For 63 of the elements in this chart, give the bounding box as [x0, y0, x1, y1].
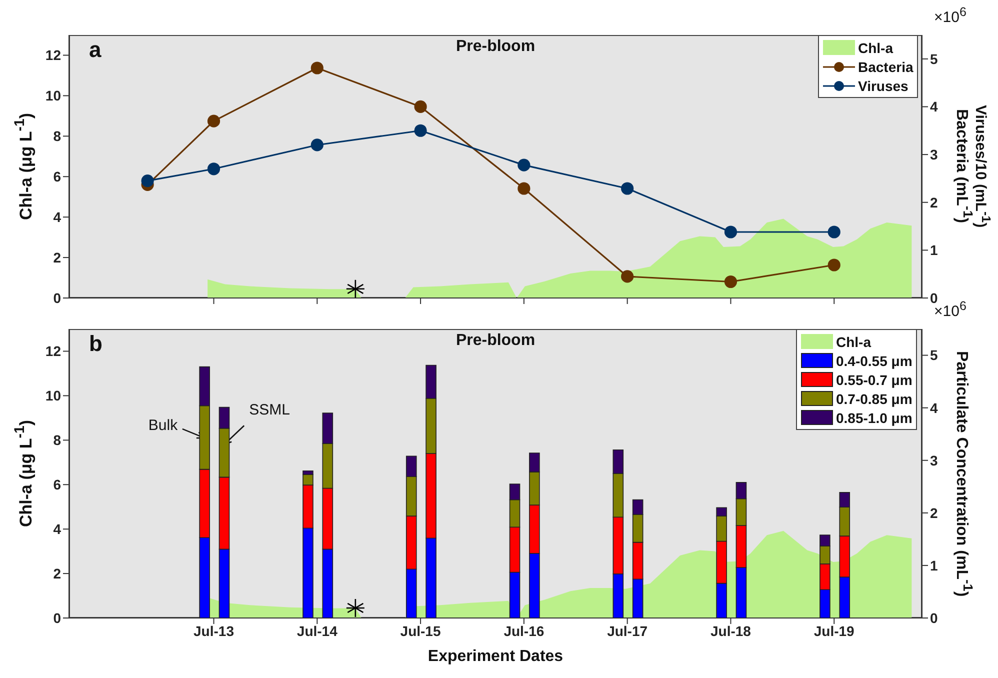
annotation: SSML: [249, 402, 290, 419]
text: ×10$^{6}$: [934, 5, 966, 26]
y2-tick-label: 1: [930, 242, 938, 258]
legend-label: Chl-a: [858, 40, 893, 56]
y-tick-label: 4: [53, 521, 62, 538]
annotation: b: [89, 331, 102, 357]
x-tick-label: Jul-18: [710, 622, 752, 639]
y-tick-label: 2: [53, 250, 62, 266]
x-tick-label: Jul-13: [194, 622, 234, 639]
y2-tick-label: 0: [930, 610, 938, 626]
y2-tick-label: 2: [930, 504, 938, 521]
legend-label: Viruses: [858, 78, 908, 94]
y-tick-label: 0: [53, 610, 62, 626]
y2-tick-label: 0: [930, 290, 938, 306]
y-tick-label: 6: [53, 476, 62, 493]
point: [310, 62, 324, 74]
point: [724, 275, 738, 288]
point: [414, 100, 427, 114]
point: [207, 114, 220, 128]
point: [310, 138, 324, 152]
y2-tick-label: 3: [930, 452, 938, 468]
point: [518, 158, 530, 172]
chart-title: Pre-bloom: [456, 38, 536, 55]
y-tick-label: 4: [53, 209, 62, 226]
y2-tick-label: 5: [930, 347, 938, 364]
annotation: Bulk: [148, 416, 178, 434]
y-tick-label: 6: [53, 168, 62, 185]
point: [724, 226, 738, 238]
y2-tick-label: 1: [930, 557, 938, 574]
point: [207, 162, 220, 176]
y-tick-label: 8: [53, 128, 62, 144]
x-tick-label: Jul-14: [296, 622, 338, 639]
point: [518, 182, 530, 195]
y-tick-label: 10: [45, 388, 62, 404]
y2-tick-label: 2: [930, 194, 938, 210]
y-tick-label: 8: [53, 432, 62, 448]
y-tick-label: 12: [45, 343, 62, 360]
legend-label: 0.4-0.55 μm: [836, 352, 912, 368]
y2-tick-label: 4: [930, 400, 938, 416]
y-tick-label: 2: [53, 566, 62, 582]
legend-label: Bacteria: [858, 58, 914, 74]
point: [621, 270, 634, 283]
y-tick-label: 0: [53, 290, 62, 306]
legend-label: 0.85-1.0 μm: [836, 410, 912, 426]
x-axis-title: Experiment Dates: [426, 648, 564, 666]
annotation: a: [89, 37, 102, 63]
point: [828, 258, 840, 272]
legend-label: 0.7-0.85 μm: [836, 390, 912, 406]
y2-tick-label: 3: [930, 146, 938, 163]
x-tick-label: Jul-16: [504, 622, 544, 639]
x-tick-label: Jul-19: [814, 622, 855, 639]
y-tick-label: 10: [45, 88, 62, 104]
legend-label: 0.55-0.7 μm: [836, 372, 912, 388]
point: [414, 124, 427, 137]
legend-label: Chl-a: [836, 334, 871, 350]
point: [621, 182, 634, 195]
y-tick-label: 12: [45, 47, 62, 64]
point: [828, 226, 840, 238]
y2-tick-label: 5: [930, 50, 938, 67]
x-tick-label: Jul-17: [607, 622, 648, 639]
x-tick-label: Jul-15: [400, 622, 441, 639]
chart-title: Pre-bloom: [456, 332, 536, 349]
y2-tick-label: 4: [930, 98, 938, 115]
